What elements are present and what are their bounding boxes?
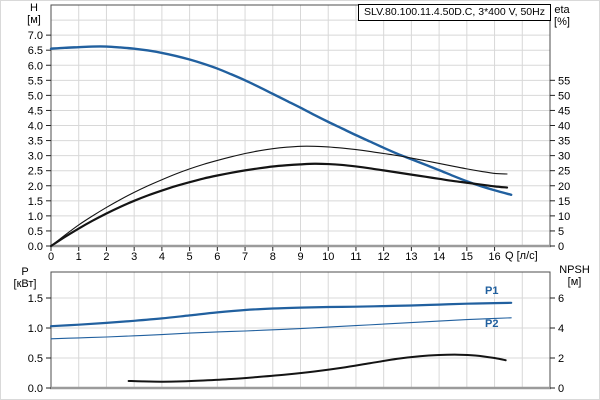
svg-text:50: 50 xyxy=(558,90,570,102)
p1-curve xyxy=(49,301,513,328)
chart-title-box: SLV.80.100.11.4.50D.C, 3*400 V, 50Hz xyxy=(358,4,551,21)
p-axis-header: P [кВт] xyxy=(8,266,42,290)
svg-text:3: 3 xyxy=(131,251,137,263)
p1-curve-label: P1 xyxy=(485,285,499,297)
npsh-curve xyxy=(127,353,507,383)
svg-text:16: 16 xyxy=(488,251,500,263)
svg-text:7: 7 xyxy=(242,251,248,263)
svg-text:5: 5 xyxy=(558,226,564,238)
svg-text:3.0: 3.0 xyxy=(28,151,43,163)
eta-axis-header: eta [%] xyxy=(547,4,577,28)
svg-text:4.0: 4.0 xyxy=(28,121,43,133)
svg-text:45: 45 xyxy=(558,105,570,117)
svg-text:1.5: 1.5 xyxy=(28,293,43,305)
svg-text:4: 4 xyxy=(159,251,165,263)
svg-text:20: 20 xyxy=(558,181,570,193)
svg-text:1.0: 1.0 xyxy=(28,211,43,223)
svg-text:8: 8 xyxy=(270,251,276,263)
svg-text:0.0: 0.0 xyxy=(28,383,43,395)
p2-curve xyxy=(50,317,512,340)
npsh-axis-name: NPSH xyxy=(559,264,590,276)
svg-text:14: 14 xyxy=(433,251,445,263)
svg-text:35: 35 xyxy=(558,136,570,148)
svg-text:7.0: 7.0 xyxy=(28,30,43,42)
eta-axis-unit: [%] xyxy=(554,16,570,28)
svg-text:0: 0 xyxy=(558,241,564,253)
svg-text:4.5: 4.5 xyxy=(28,105,43,117)
p-axis-unit: [кВт] xyxy=(13,278,37,290)
eta-axis-name: eta xyxy=(554,4,570,16)
svg-text:3.5: 3.5 xyxy=(28,136,43,148)
h-axis-name: H xyxy=(30,2,38,14)
p-axis-name: P xyxy=(21,266,29,278)
svg-text:40: 40 xyxy=(558,121,570,133)
svg-text:2.0: 2.0 xyxy=(28,181,43,193)
svg-text:1.5: 1.5 xyxy=(28,196,43,208)
svg-text:25: 25 xyxy=(558,166,570,178)
svg-text:9: 9 xyxy=(297,251,303,263)
svg-text:15: 15 xyxy=(558,196,570,208)
svg-text:30: 30 xyxy=(558,151,570,163)
svg-text:6.5: 6.5 xyxy=(28,45,43,57)
h-axis-unit: [м] xyxy=(27,14,41,26)
svg-text:5.5: 5.5 xyxy=(28,75,43,87)
svg-text:2.5: 2.5 xyxy=(28,166,43,178)
q-axis-label: Q [л/с] xyxy=(505,250,538,262)
svg-text:6.0: 6.0 xyxy=(28,60,43,72)
svg-text:0: 0 xyxy=(558,383,564,395)
svg-text:11: 11 xyxy=(350,251,361,263)
svg-text:13: 13 xyxy=(405,251,417,263)
svg-text:5: 5 xyxy=(187,251,193,263)
svg-text:0: 0 xyxy=(48,251,54,263)
svg-text:12: 12 xyxy=(378,251,390,263)
npsh-axis-header: NPSH [м] xyxy=(552,264,597,288)
eta-total-curve xyxy=(49,162,509,248)
h-axis-header: H [м] xyxy=(21,2,47,26)
svg-text:0.5: 0.5 xyxy=(28,226,43,238)
svg-text:10: 10 xyxy=(322,251,334,263)
svg-text:10: 10 xyxy=(558,211,570,223)
npsh-axis-unit: [м] xyxy=(567,276,582,288)
svg-text:0.0: 0.0 xyxy=(28,241,43,253)
svg-text:1: 1 xyxy=(76,251,82,263)
svg-text:6: 6 xyxy=(558,293,564,305)
svg-text:1.0: 1.0 xyxy=(28,323,43,335)
svg-text:15: 15 xyxy=(461,251,473,263)
p2-curve-label: P2 xyxy=(485,318,499,330)
eta-pump-curve xyxy=(50,145,508,247)
svg-text:0.5: 0.5 xyxy=(28,353,43,365)
svg-text:5.0: 5.0 xyxy=(28,90,43,102)
svg-text:2: 2 xyxy=(103,251,109,263)
head-curve xyxy=(49,45,513,196)
svg-text:4: 4 xyxy=(558,323,564,335)
svg-text:55: 55 xyxy=(558,75,570,87)
svg-text:2: 2 xyxy=(558,353,564,365)
svg-text:6: 6 xyxy=(214,251,220,263)
